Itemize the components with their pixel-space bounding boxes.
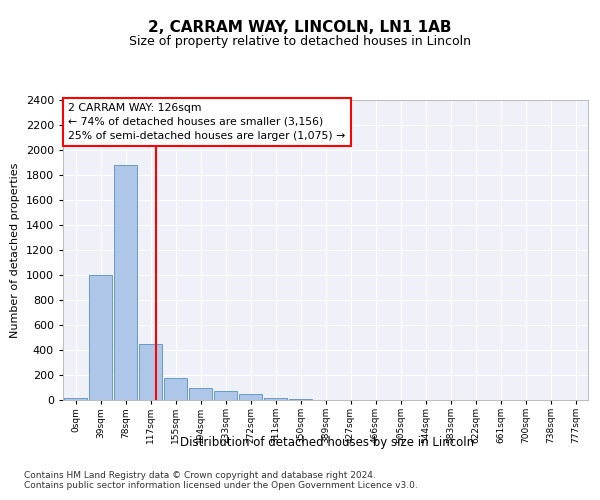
Bar xyxy=(113,165,137,400)
Text: Size of property relative to detached houses in Lincoln: Size of property relative to detached ho… xyxy=(129,34,471,48)
Text: Contains public sector information licensed under the Open Government Licence v3: Contains public sector information licen… xyxy=(24,482,418,490)
Bar xyxy=(263,398,287,400)
Text: Distribution of detached houses by size in Lincoln: Distribution of detached houses by size … xyxy=(180,436,474,449)
Text: Contains HM Land Registry data © Crown copyright and database right 2024.: Contains HM Land Registry data © Crown c… xyxy=(24,472,376,480)
Bar xyxy=(214,390,238,400)
Bar xyxy=(188,388,212,400)
Bar xyxy=(164,378,187,400)
Text: 2 CARRAM WAY: 126sqm
← 74% of detached houses are smaller (3,156)
25% of semi-de: 2 CARRAM WAY: 126sqm ← 74% of detached h… xyxy=(68,103,346,141)
Bar xyxy=(64,398,88,400)
Text: 2, CARRAM WAY, LINCOLN, LN1 1AB: 2, CARRAM WAY, LINCOLN, LN1 1AB xyxy=(148,20,452,35)
Bar xyxy=(89,275,112,400)
Bar xyxy=(239,394,262,400)
Y-axis label: Number of detached properties: Number of detached properties xyxy=(10,162,20,338)
Bar xyxy=(139,344,163,400)
